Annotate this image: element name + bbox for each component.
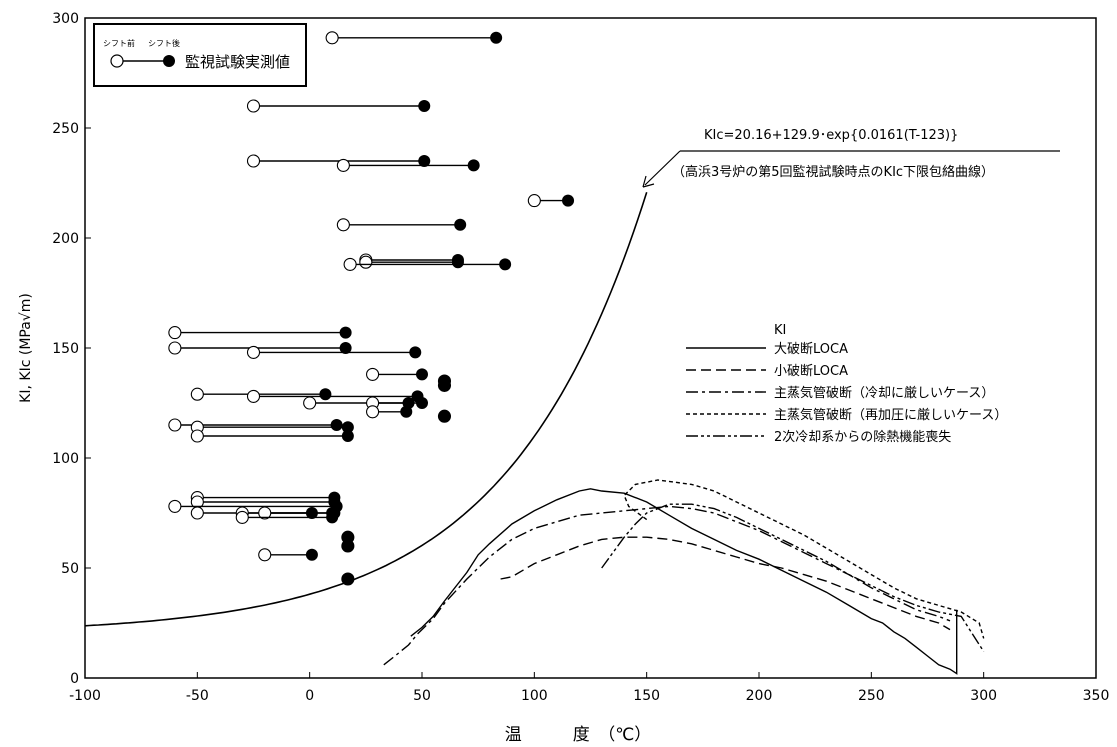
plot-area	[84, 31, 985, 675]
measurement-before-marker	[325, 31, 339, 45]
chart-labels: 温 度 （℃） KI, KIc (MPa√m) シフト前 シフト後 監視試験実測…	[18, 23, 1060, 745]
x-tick-label: 300	[970, 688, 997, 704]
measurement-before-marker	[343, 257, 357, 271]
measurement-after-marker	[562, 194, 575, 207]
measurement-after-marker	[438, 410, 451, 423]
marker-legend-before-label: シフト前	[103, 38, 135, 48]
y-tick-label: 150	[52, 341, 79, 357]
y-tick-label: 100	[52, 451, 79, 467]
measurement-after-marker	[416, 368, 428, 381]
measurement-after-marker	[490, 31, 503, 44]
y-tick-label: 50	[61, 561, 79, 577]
y-tick-label: 0	[70, 671, 79, 687]
measurement-after-marker	[467, 159, 480, 172]
measurement-before-marker	[190, 387, 204, 401]
measurement-after-marker	[409, 346, 422, 359]
kic-lower-bound-curve	[84, 192, 648, 627]
kic-annotation-leader	[644, 150, 681, 186]
x-tick-label: 0	[305, 688, 314, 704]
ki-legend-label-3: 主蒸気管破断（冷却に厳しいケース）	[774, 385, 994, 401]
ki-legend: 大破断LOCA 小破断LOCA 主蒸気管破断（冷却に厳しいケース） 主蒸気管破断（再加…	[686, 342, 1007, 445]
measurement-before-marker	[366, 367, 380, 381]
measurement-before-marker	[190, 429, 204, 443]
measurement-after-marker	[319, 388, 332, 401]
measurement-after-marker	[418, 155, 431, 167]
measurement-before-marker	[168, 418, 182, 432]
measurement-before-marker	[246, 389, 261, 403]
x-tick-label: -50	[186, 688, 209, 704]
y-tick-label: 250	[52, 121, 79, 137]
marker-legend-open-marker	[110, 54, 124, 68]
ki-legend-title: KI	[774, 323, 786, 338]
measurement-after-marker	[305, 548, 318, 561]
measurement-before-marker	[258, 506, 272, 520]
measurement-after-marker	[451, 256, 464, 269]
kic-curve-note: （高浜3号炉の第5回監視試験時点のKIc下限包絡曲線）	[672, 164, 994, 180]
marker-legend-box	[93, 23, 307, 87]
measurement-after-marker	[400, 405, 413, 418]
measurement-before-marker	[246, 99, 261, 113]
measurement-after-marker	[339, 326, 352, 339]
measurement-after-marker	[339, 342, 352, 354]
measurement-before-marker	[168, 326, 182, 340]
measurement-before-marker	[168, 499, 182, 513]
measurement-after-marker	[454, 218, 467, 231]
x-axis-label: 温 度 （℃）	[505, 725, 652, 745]
marker-legend-after-label: シフト後	[148, 38, 180, 48]
measurement-after-marker	[416, 397, 428, 409]
measurement-before-marker	[336, 218, 350, 232]
measurement-before-marker	[303, 396, 317, 410]
measurement-after-marker	[341, 421, 354, 434]
measurement-before-marker	[168, 341, 182, 355]
x-tick-label: 150	[633, 688, 660, 704]
measurement-after-marker	[341, 430, 354, 442]
marker-legend-filled-marker	[163, 55, 175, 67]
ki-legend-label-4: 主蒸気管破断（再加圧に厳しいケース）	[774, 407, 1007, 423]
measurement-before-marker	[366, 405, 380, 419]
series-line-2	[500, 536, 951, 631]
measurement-after-marker	[341, 540, 354, 552]
measurement-after-marker	[341, 573, 354, 585]
series-line-4	[623, 479, 985, 639]
x-tick-label: 50	[413, 688, 431, 704]
series-line-3	[383, 505, 951, 666]
y-tick-label: 200	[52, 231, 79, 247]
y-axis-label: KI, KIc (MPa√m)	[18, 293, 34, 403]
series-line-5	[601, 503, 985, 652]
axes: -100 -50 0 50 100 150 200 250 300 350 0 50 100 150 200…	[52, 11, 1109, 704]
measurement-before-marker	[246, 154, 261, 168]
measurement-before-marker	[359, 255, 373, 269]
ki-legend-label-1: 大破断LOCA	[774, 342, 848, 357]
ki-legend-label-2: 小破断LOCA	[774, 364, 848, 379]
x-tick-label: 350	[1083, 688, 1110, 704]
x-tick-label: 200	[746, 688, 773, 704]
y-tick-label: 300	[52, 11, 79, 27]
measurement-after-marker	[330, 419, 343, 431]
marker-legend-label: 監視試験実測値	[185, 53, 290, 71]
kic-annotation-arrowhead	[642, 175, 655, 188]
x-tick-label: 100	[521, 688, 548, 704]
measurement-after-marker	[438, 379, 451, 392]
measurement-before-marker	[235, 510, 249, 524]
x-tick-label: 250	[858, 688, 885, 704]
measurement-after-marker	[499, 258, 512, 271]
x-tick-label: -100	[69, 688, 101, 704]
kic-formula-annotation: KIc=20.16+129.9･exp{0.0161(T-123)}	[704, 128, 958, 143]
measurement-after-marker	[418, 100, 431, 112]
measurement-before-marker	[336, 158, 350, 172]
series-line-1	[410, 488, 958, 675]
ki-legend-label-5: 2次冷却系からの除熱機能喪失	[774, 429, 951, 445]
measurement-after-marker	[326, 511, 339, 524]
measurement-before-marker	[246, 345, 261, 359]
measurement-before-marker	[190, 506, 204, 520]
measurement-before-marker	[527, 194, 541, 208]
measurement-before-marker	[258, 548, 272, 562]
